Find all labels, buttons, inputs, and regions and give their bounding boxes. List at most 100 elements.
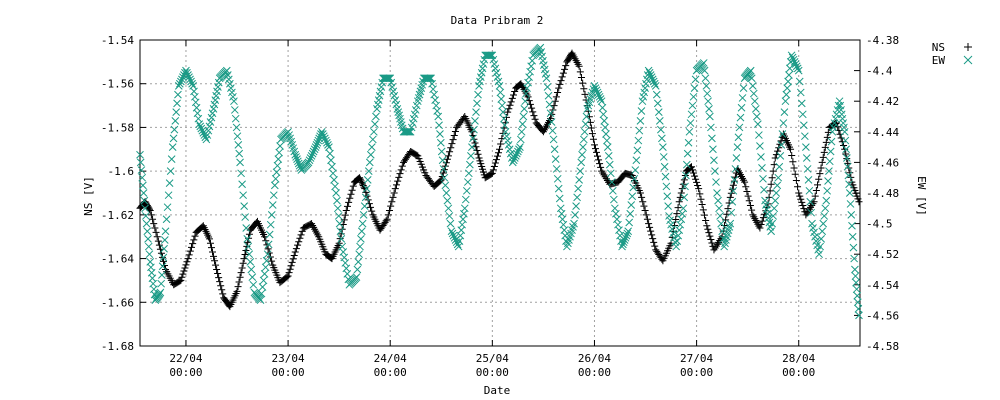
point-ew xyxy=(651,82,660,90)
chart-title: Data Pribram 2 xyxy=(451,14,544,27)
point-ns xyxy=(504,108,512,116)
point-ew xyxy=(707,123,715,132)
y-tick-label: -1.66 xyxy=(101,296,134,309)
point-ew xyxy=(333,204,342,213)
point-ew xyxy=(548,126,557,135)
point-ew xyxy=(825,157,834,166)
point-ns xyxy=(387,202,395,210)
point-ew xyxy=(486,51,495,60)
point-ew xyxy=(500,114,508,123)
point-ns xyxy=(436,177,444,185)
point-ew xyxy=(659,153,668,161)
point-ns xyxy=(591,145,599,153)
point-ew xyxy=(734,133,743,142)
point-ew xyxy=(168,143,177,151)
series-ns xyxy=(136,49,863,311)
point-ew xyxy=(324,141,332,149)
point-ns xyxy=(241,251,249,259)
point-ns xyxy=(152,228,160,236)
point-ew xyxy=(195,120,204,129)
y2-tick-label: -4.48 xyxy=(866,187,899,200)
point-ns xyxy=(556,80,564,88)
point-ns xyxy=(341,211,349,219)
point-ns xyxy=(643,215,651,223)
point-ew xyxy=(716,212,724,220)
point-ew xyxy=(372,112,380,121)
point-ns xyxy=(692,175,700,183)
point-ew xyxy=(823,186,832,195)
point-ew xyxy=(357,227,366,236)
point-ns xyxy=(357,177,365,185)
point-ew xyxy=(667,220,675,229)
point-ew xyxy=(145,250,154,259)
point-ew xyxy=(329,169,337,178)
point-ns xyxy=(743,187,751,195)
point-ns xyxy=(180,267,188,275)
point-ew xyxy=(412,101,421,110)
point-ew xyxy=(471,117,479,125)
point-ns xyxy=(769,167,777,175)
point-ns xyxy=(798,198,806,206)
x-tick-time: 00:00 xyxy=(374,366,407,379)
point-ew xyxy=(258,283,267,291)
point-ew xyxy=(425,74,433,83)
point-ns xyxy=(811,192,819,200)
point-ns xyxy=(446,148,454,156)
point-ew xyxy=(490,60,499,68)
point-ew xyxy=(631,166,640,174)
point-ns xyxy=(145,205,153,213)
point-ns xyxy=(552,93,560,101)
point-ns xyxy=(742,183,750,191)
point-ew xyxy=(174,82,183,90)
point-ew xyxy=(817,235,826,243)
point-ew xyxy=(514,147,522,156)
point-ns xyxy=(788,152,796,160)
point-ew xyxy=(852,278,860,287)
point-ew xyxy=(320,134,329,143)
point-ns xyxy=(358,178,366,186)
point-ns xyxy=(450,132,458,140)
point-ew xyxy=(291,150,300,159)
point-ew xyxy=(547,118,556,126)
legend-marker-ns xyxy=(964,43,972,51)
point-ns xyxy=(840,142,848,150)
x-tick-time: 00:00 xyxy=(169,366,202,379)
point-ew xyxy=(808,219,816,228)
point-ew xyxy=(232,123,241,132)
point-ew xyxy=(544,91,553,100)
point-ew xyxy=(652,90,661,99)
point-ns xyxy=(768,174,776,182)
point-ns xyxy=(511,88,519,96)
point-ew xyxy=(546,109,555,118)
point-ns xyxy=(577,73,585,81)
point-ew xyxy=(318,130,327,138)
point-ew xyxy=(783,84,792,92)
point-ew xyxy=(681,182,689,191)
point-ns xyxy=(509,91,517,99)
point-ew xyxy=(488,51,497,60)
point-ns xyxy=(444,152,452,160)
point-ns xyxy=(819,153,827,161)
point-ew xyxy=(777,141,786,149)
point-ew xyxy=(357,235,365,243)
point-ew xyxy=(760,185,768,194)
point-ew xyxy=(224,75,233,84)
point-ew xyxy=(521,97,530,106)
point-ew xyxy=(223,71,232,79)
point-ns xyxy=(703,222,711,230)
point-ns xyxy=(394,177,402,185)
y-tick-label: -1.56 xyxy=(101,78,134,91)
point-ns xyxy=(646,223,654,231)
point-ew xyxy=(228,88,236,97)
point-ns xyxy=(438,172,446,180)
y2-axis-label: EW [V] xyxy=(915,176,928,216)
point-ns xyxy=(397,166,405,174)
point-ns xyxy=(236,273,244,281)
point-ns xyxy=(284,272,292,280)
point-ns xyxy=(296,234,304,242)
point-ew xyxy=(750,97,759,106)
point-ew xyxy=(653,99,662,108)
point-ew xyxy=(776,151,785,160)
point-ew xyxy=(630,174,639,183)
point-ns xyxy=(443,155,451,163)
